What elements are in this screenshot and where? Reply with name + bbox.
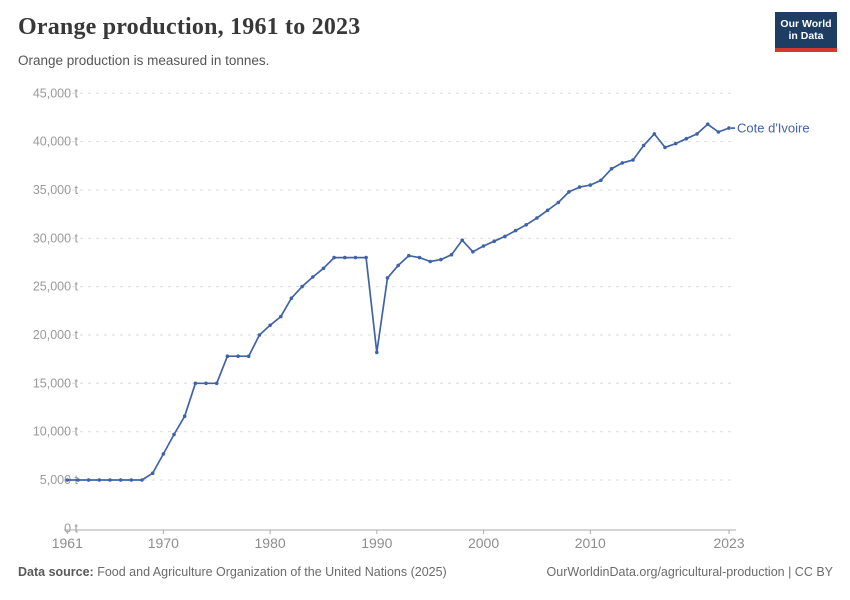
y-tick-label-30000: 30,000 t (33, 231, 79, 245)
owid-logo-line1: Our World (780, 17, 832, 30)
x-tick-label-1970: 1970 (148, 535, 179, 551)
x-tick-label-2010: 2010 (575, 535, 606, 551)
footer-license-link[interactable]: OurWorldinData.org/agricultural-producti… (546, 565, 833, 579)
data-point-1991[interactable] (385, 276, 390, 280)
data-point-2005[interactable] (535, 216, 539, 220)
y-tick-label-10000: 10,000 t (33, 425, 79, 439)
owid-logo[interactable]: Our World in Data (775, 12, 837, 52)
data-point-2003[interactable] (513, 228, 518, 233)
data-point-1969[interactable] (150, 471, 155, 476)
data-point-2011[interactable] (599, 178, 603, 183)
data-point-1981[interactable] (279, 314, 283, 319)
data-point-1965[interactable] (108, 478, 112, 482)
page-subtitle: Orange production is measured in tonnes. (18, 53, 270, 68)
data-point-2010[interactable] (588, 183, 593, 187)
data-point-2016[interactable] (652, 132, 657, 136)
data-point-1982[interactable] (289, 296, 294, 301)
data-point-1999[interactable] (471, 250, 475, 254)
data-point-1994[interactable] (417, 255, 422, 260)
data-point-1986[interactable] (332, 255, 336, 260)
data-point-1977[interactable] (236, 354, 240, 359)
chart-footer: Data source: Food and Agriculture Organi… (18, 565, 833, 579)
data-point-1964[interactable] (97, 478, 102, 482)
data-point-2020[interactable] (695, 132, 699, 136)
data-point-1972[interactable] (182, 414, 187, 419)
data-point-2019[interactable] (684, 136, 689, 141)
data-point-1980[interactable] (268, 323, 272, 328)
data-point-2015[interactable] (641, 143, 646, 148)
y-tick-label-0: 0 t (64, 521, 78, 535)
series-line (66, 123, 730, 481)
y-tick-label-20000: 20,000 t (33, 328, 79, 342)
y-tick-label-5000: 5,000 t (40, 473, 79, 487)
data-point-2023[interactable] (727, 126, 731, 130)
footer-datasource-text: Food and Agriculture Organization of the… (93, 565, 447, 579)
data-point-2021[interactable] (705, 122, 710, 126)
data-point-2022[interactable] (716, 130, 721, 134)
data-point-1984[interactable] (311, 275, 315, 279)
data-point-1967[interactable] (129, 478, 134, 482)
owid-logo-line2: in Data (788, 30, 824, 42)
data-point-1970[interactable] (161, 452, 166, 456)
y-tick-label-25000: 25,000 t (33, 280, 79, 294)
x-tick-label-2023: 2023 (713, 535, 744, 551)
data-point-1968[interactable] (140, 478, 144, 482)
y-tick-label-35000: 35,000 t (33, 183, 79, 197)
data-point-1988[interactable] (353, 255, 358, 260)
data-point-1993[interactable] (407, 253, 411, 258)
data-point-2007[interactable] (556, 200, 561, 205)
data-point-2004[interactable] (524, 223, 528, 227)
data-point-1971[interactable] (172, 432, 176, 437)
data-point-1992[interactable] (396, 263, 401, 268)
data-point-1975[interactable] (214, 381, 219, 386)
x-tick-label-1990: 1990 (361, 535, 392, 551)
data-point-2012[interactable] (609, 166, 614, 171)
y-tick-label-40000: 40,000 t (33, 135, 79, 149)
data-point-1983[interactable] (300, 284, 304, 289)
series-label[interactable]: Cote d'Ivoire (737, 121, 810, 136)
data-point-2008[interactable] (567, 190, 571, 194)
data-point-1996[interactable] (439, 257, 443, 262)
data-point-1961[interactable] (65, 478, 70, 482)
data-point-1995[interactable] (428, 259, 433, 264)
data-point-2017[interactable] (663, 145, 667, 150)
y-tick-label-15000: 15,000 t (33, 376, 79, 390)
footer-datasource: Data source: Food and Agriculture Organi… (18, 565, 447, 579)
data-point-2006[interactable] (545, 208, 550, 213)
data-point-2013[interactable] (620, 161, 625, 165)
data-point-1985[interactable] (321, 266, 326, 271)
data-point-1997[interactable] (449, 252, 454, 257)
page-title: Orange production, 1961 to 2023 (18, 14, 361, 40)
x-tick-label-2000: 2000 (468, 535, 499, 551)
data-point-1979[interactable] (257, 333, 262, 337)
data-point-1987[interactable] (343, 255, 347, 260)
data-point-1989[interactable] (364, 255, 368, 260)
data-point-1973[interactable] (193, 381, 198, 386)
x-tick-label-1980: 1980 (255, 535, 286, 551)
y-tick-label-45000: 45,000 t (33, 86, 79, 100)
data-point-2014[interactable] (631, 158, 635, 162)
data-point-1978[interactable] (246, 354, 251, 359)
data-point-1963[interactable] (86, 478, 91, 482)
data-point-1962[interactable] (76, 478, 80, 482)
data-point-2001[interactable] (492, 239, 497, 243)
x-tick-label-1961: 1961 (52, 535, 83, 551)
data-point-1998[interactable] (460, 238, 465, 242)
data-point-1966[interactable] (118, 478, 123, 482)
data-point-1974[interactable] (204, 381, 208, 386)
data-point-2002[interactable] (503, 234, 507, 239)
data-point-2000[interactable] (481, 244, 486, 248)
data-point-1990[interactable] (375, 350, 379, 355)
data-point-2009[interactable] (577, 185, 582, 189)
data-point-2018[interactable] (673, 141, 678, 146)
data-point-1976[interactable] (225, 354, 230, 359)
footer-datasource-label: Data source: (18, 565, 94, 579)
